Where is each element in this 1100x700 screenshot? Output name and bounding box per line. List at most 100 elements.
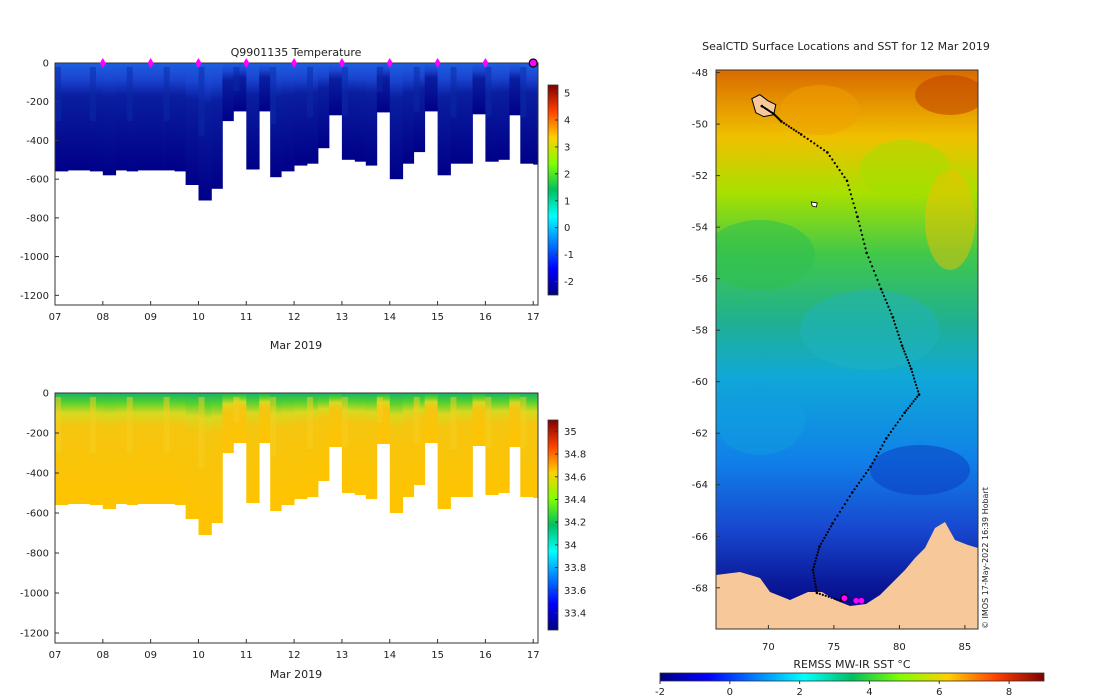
- temp-x-tick-label: 12: [288, 312, 301, 323]
- track-point: [890, 312, 893, 315]
- profile-marker: [195, 58, 202, 68]
- salinity-columns: [55, 393, 539, 535]
- track-point: [785, 123, 788, 126]
- sal-column-shade: [520, 397, 527, 449]
- sal-y-tick-label: -1200: [20, 629, 49, 640]
- track-point: [836, 165, 839, 168]
- map-x-ticks: 70 75 80 85: [762, 625, 971, 653]
- salinity-y-ticks: 0 -200 -400 -600 -800 -1000 -1200: [20, 389, 59, 640]
- sal-profile-column: [137, 393, 151, 504]
- track-point: [813, 142, 816, 145]
- track-point: [847, 184, 850, 187]
- track-point: [871, 462, 874, 465]
- map-credit: © IMOS 17-May-2022 16:39 Hobart: [981, 487, 990, 629]
- sal-profile-column: [498, 393, 510, 493]
- track-point: [851, 197, 854, 200]
- sal-profile-column: [78, 393, 91, 504]
- latest-position-marker: [858, 597, 865, 604]
- track-waypoint: [900, 344, 904, 347]
- sal-profile-column: [67, 393, 80, 504]
- temp-colorbar-tick-label: 2: [564, 169, 570, 180]
- temp-column-shade: [450, 67, 457, 118]
- map-y-tick-label: -68: [692, 583, 708, 594]
- track-point: [861, 233, 864, 236]
- track-waypoint: [909, 367, 913, 371]
- track-point: [819, 146, 822, 149]
- track-waypoint: [815, 591, 819, 595]
- profile-marker: [291, 58, 298, 68]
- track-point: [914, 398, 917, 401]
- track-point: [817, 548, 820, 551]
- map-y-tick-label: -52: [692, 171, 708, 182]
- map-y-tick-label: -66: [692, 532, 708, 543]
- temperature-panel: Q9901135 Temperature 07 08 09 10 11 12 13 14 15 1…: [20, 46, 574, 352]
- temp-x-tick-label: 08: [96, 312, 109, 323]
- temp-profile-column: [185, 63, 199, 185]
- track-point: [828, 154, 831, 158]
- track-point: [875, 455, 878, 458]
- track-point: [895, 326, 898, 329]
- sal-x-tick-label: 12: [288, 650, 301, 661]
- track-waypoint: [879, 287, 883, 291]
- track-point: [836, 598, 839, 601]
- temp-column-shade: [89, 67, 96, 122]
- track-point: [879, 447, 882, 451]
- sst-colorbar: [659, 672, 1045, 682]
- sal-profile-column: [246, 393, 260, 503]
- track-point: [913, 377, 916, 380]
- track-waypoint: [811, 568, 815, 572]
- sal-profile-column: [354, 393, 367, 495]
- temp-x-tick-label: 14: [383, 312, 396, 323]
- track-point: [914, 380, 917, 383]
- sal-profile-column: [185, 393, 199, 519]
- track-point: [912, 374, 915, 377]
- sst-colorbar-tick-label: 8: [1006, 687, 1012, 698]
- track-point: [873, 458, 876, 461]
- track-point: [912, 400, 915, 403]
- sal-x-tick-label: 14: [383, 650, 396, 661]
- track-point: [859, 229, 863, 232]
- track-waypoint: [845, 179, 849, 183]
- track-point: [899, 418, 902, 421]
- temperature-title: Q9901135 Temperature: [231, 46, 362, 59]
- sal-colorbar-tick-label: 34: [564, 540, 577, 551]
- map-y-tick-label: -58: [692, 326, 708, 337]
- sst-colorbar-tick-label: 0: [727, 687, 733, 698]
- track-point: [858, 224, 861, 227]
- track-waypoint: [818, 545, 821, 548]
- track-point: [823, 149, 826, 152]
- salinity-colorbar: [547, 419, 559, 631]
- temp-y-tick-label: -600: [26, 175, 49, 186]
- temp-profile-column: [259, 63, 271, 112]
- track-point: [896, 421, 899, 424]
- sal-profile-column: [472, 393, 486, 446]
- sal-y-tick-label: -800: [26, 549, 49, 560]
- temp-y-tick-label: -1000: [20, 252, 49, 263]
- track-point: [887, 305, 890, 308]
- profile-marker: [147, 58, 154, 68]
- track-point: [901, 414, 904, 417]
- sal-column-shade: [163, 397, 170, 453]
- temperature-x-ticks: 07 08 09 10 11 12 13 14 15 16 17: [49, 301, 540, 323]
- track-point: [899, 341, 903, 344]
- track-point: [846, 499, 849, 502]
- track-point: [812, 565, 815, 569]
- track-point: [902, 347, 905, 350]
- track-point: [833, 597, 836, 600]
- sal-x-tick-label: 10: [192, 650, 205, 661]
- track-point: [809, 140, 813, 143]
- track-point: [843, 176, 846, 179]
- temp-x-tick-label: 11: [240, 312, 253, 323]
- track-point: [883, 440, 886, 443]
- temp-colorbar-tick-label: 3: [564, 142, 570, 153]
- track-point: [838, 169, 841, 172]
- temp-profile-column: [498, 63, 510, 160]
- temp-x-tick-label: 17: [527, 312, 540, 323]
- profile-markers: [99, 58, 538, 68]
- track-point: [908, 404, 912, 407]
- sst-colorbar-tick-label: 6: [936, 687, 942, 698]
- track-waypoint: [869, 465, 872, 469]
- track-point: [831, 158, 834, 161]
- temp-column-shade: [341, 67, 348, 116]
